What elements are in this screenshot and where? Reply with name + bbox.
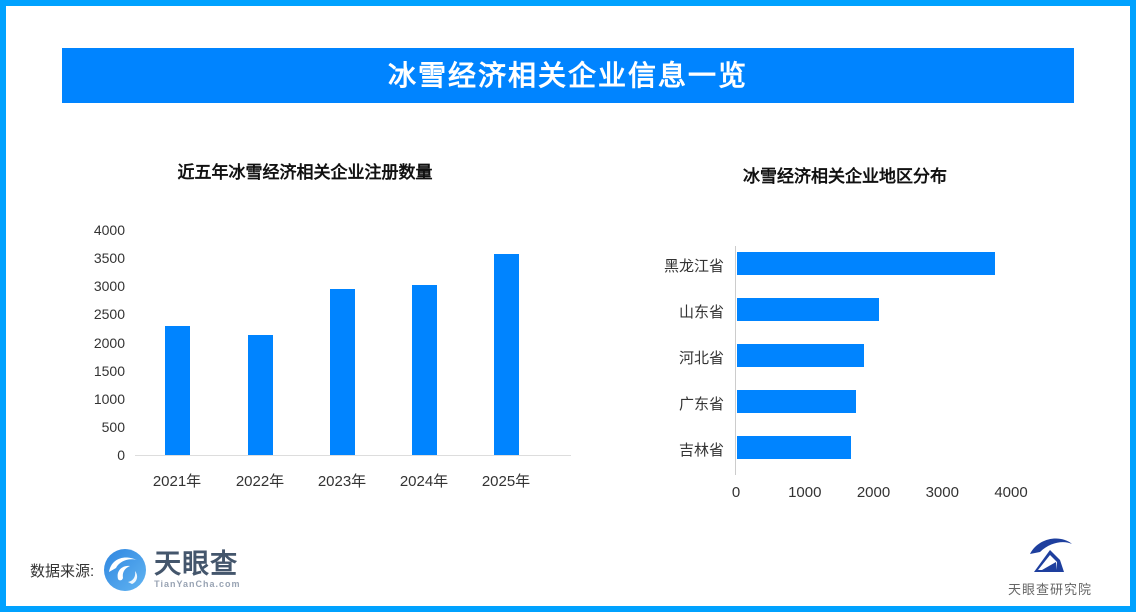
x-category-label: 2022年 xyxy=(235,473,285,490)
research-institute-logo-icon xyxy=(1030,538,1072,572)
bar-2024年 xyxy=(411,285,437,455)
y-category-label: 广东省 xyxy=(678,396,724,413)
tianyancha-logo-url: TianYanCha.com xyxy=(154,579,241,589)
y-tick-label: 1500 xyxy=(93,362,125,379)
y-tick-label: 0 xyxy=(117,447,125,463)
x-tick-label: 0 xyxy=(731,484,741,501)
bar-2022年 xyxy=(247,335,273,455)
bar-广东省 xyxy=(737,390,856,413)
y-tick-label: 2000 xyxy=(93,334,125,351)
x-tick-label: 1000 xyxy=(788,484,822,501)
y-category-label: 山东省 xyxy=(678,304,724,321)
bar-2023年 xyxy=(329,289,355,455)
x-category-label: 2021年 xyxy=(152,473,202,490)
research-institute-name: 天眼查研究院 xyxy=(1007,582,1092,597)
y-tick-label: 4000 xyxy=(93,222,125,238)
x-tick-label: 2000 xyxy=(856,484,891,501)
bar-2021年 xyxy=(164,325,190,455)
x-axis-line xyxy=(135,455,571,456)
y-category-label: 河北省 xyxy=(678,350,724,367)
x-category-label: 2023年 xyxy=(317,473,367,490)
tianyancha-eye-logo-icon xyxy=(104,549,147,591)
research-institute-logo: 天眼查研究院 xyxy=(990,536,1110,598)
bar-吉林省 xyxy=(737,436,852,459)
y-category-label: 黑龙江省 xyxy=(663,258,724,275)
tianyancha-logo-name: 天眼查 xyxy=(154,549,239,579)
page-title: 冰雪经济相关企业信息一览 xyxy=(62,48,1074,103)
y-tick-label: 3500 xyxy=(93,250,125,267)
y-tick-label: 1000 xyxy=(93,390,125,407)
data-source-label: 数据来源: xyxy=(30,562,95,580)
bar-2025年 xyxy=(493,253,519,455)
data-source-row: 数据来源: 天眼查 TianYanCha.com xyxy=(30,542,241,598)
bar-河北省 xyxy=(737,344,864,367)
y-tick-label: 2500 xyxy=(93,306,125,323)
y-category-label: 吉林省 xyxy=(678,442,724,459)
bar-黑龙江省 xyxy=(737,252,995,275)
x-category-label: 2025年 xyxy=(481,473,531,490)
left-chart-title: 近五年冰雪经济相关企业注册数量 xyxy=(177,163,433,182)
y-tick-label: 3000 xyxy=(93,278,125,295)
y-tick-label: 500 xyxy=(101,418,125,435)
x-category-label: 2024年 xyxy=(399,473,449,490)
right-chart-title: 冰雪经济相关企业地区分布 xyxy=(743,167,947,186)
y-axis-line xyxy=(735,246,736,475)
x-tick-label: 3000 xyxy=(925,484,959,501)
x-tick-label: 4000 xyxy=(994,484,1028,501)
bar-山东省 xyxy=(737,298,879,321)
tianyancha-logo-text: 天眼查 TianYanCha.com xyxy=(154,551,240,589)
